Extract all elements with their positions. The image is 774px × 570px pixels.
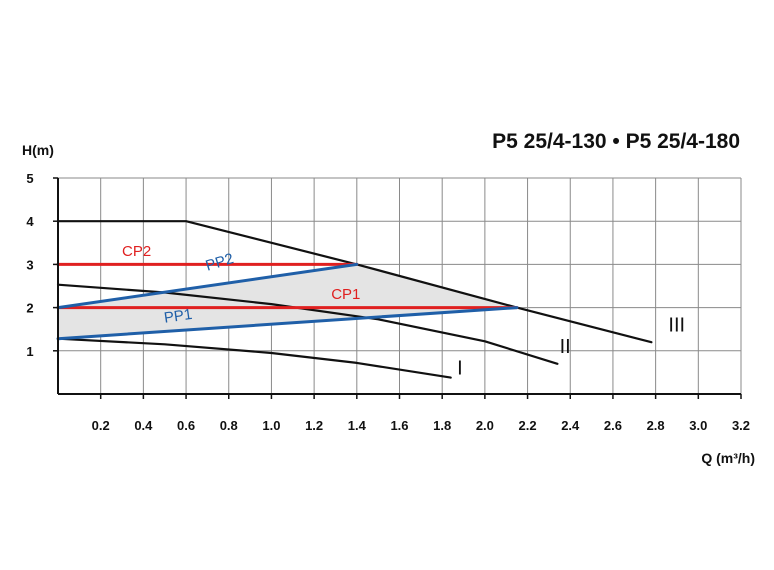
curve-label-i: I [457, 358, 463, 380]
x-tick-label: 2.2 [519, 418, 537, 433]
operating-region [58, 264, 517, 339]
curve-label-iii: III [668, 314, 685, 336]
x-tick-label: 1.6 [390, 418, 408, 433]
curve-label-ii: II [560, 336, 571, 358]
curve-label-pp1: PP1 [163, 306, 193, 327]
x-tick-label: 0.8 [220, 418, 238, 433]
y-tick-label: 4 [26, 214, 34, 229]
series-line-i [56, 337, 452, 379]
x-axis-label: Q (m³/h) [701, 450, 755, 466]
x-tick-label: 1.0 [262, 418, 280, 433]
series-line-ii [56, 283, 559, 365]
curve-label-cp1: CP1 [331, 286, 360, 303]
y-axis-label: H(m) [22, 142, 54, 158]
x-tick-label: 2.8 [647, 418, 665, 433]
x-tick-label: 2.6 [604, 418, 622, 433]
series-line-pp1 [56, 306, 519, 341]
x-tick-label: 0.2 [92, 418, 110, 433]
x-tick-label: 3.0 [689, 418, 707, 433]
y-tick-label: 2 [26, 301, 33, 316]
curve-label-cp2: CP2 [122, 243, 151, 260]
curve-label-pp2: PP2 [204, 250, 236, 275]
x-tick-label: 1.2 [305, 418, 323, 433]
chart-title: P5 25/4-130 • P5 25/4-180 [492, 130, 740, 153]
x-tick-label: 1.8 [433, 418, 451, 433]
x-tick-label: 0.6 [177, 418, 195, 433]
x-tick-label: 2.4 [561, 418, 580, 433]
series-line-pp2 [56, 262, 359, 310]
x-tick-label: 0.4 [134, 418, 153, 433]
y-tick-label: 1 [26, 344, 33, 359]
x-tick-label: 1.4 [348, 418, 367, 433]
y-tick-label: 3 [26, 257, 33, 272]
x-tick-label: 2.0 [476, 418, 494, 433]
y-tick-label: 5 [26, 171, 33, 186]
x-tick-label: 3.2 [732, 418, 750, 433]
